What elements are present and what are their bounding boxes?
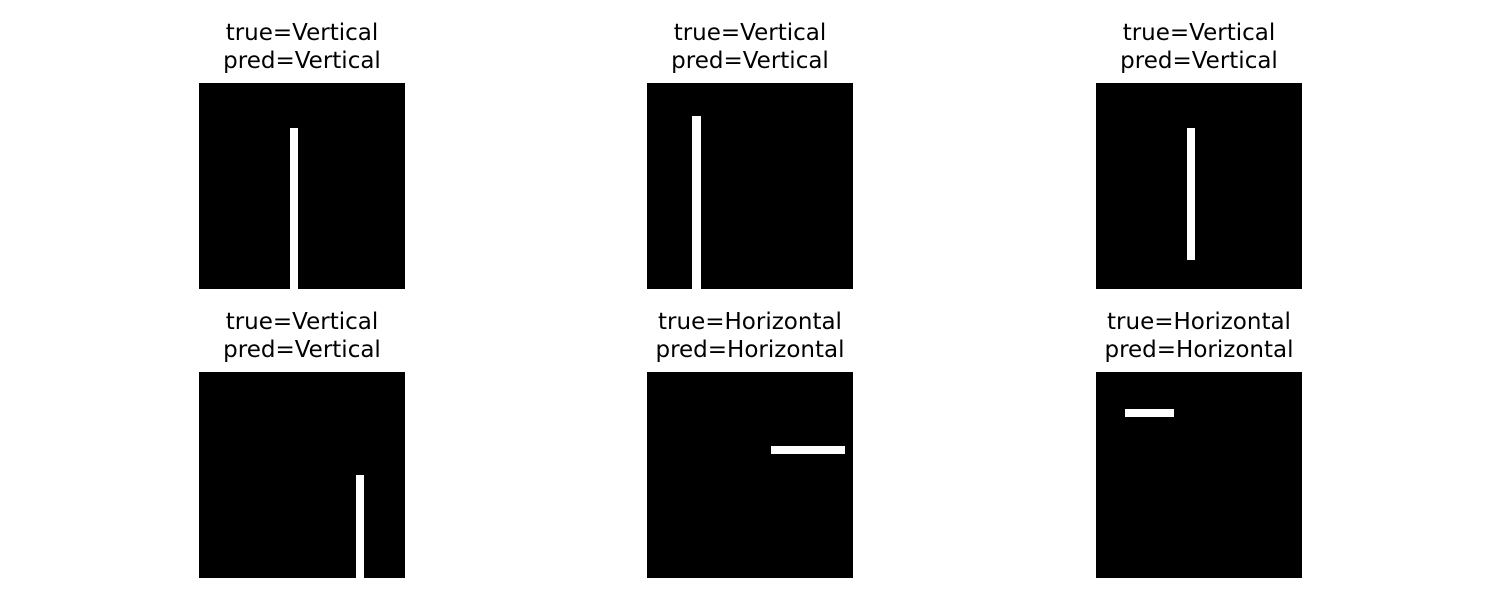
pred-label: pred=Vertical bbox=[223, 48, 381, 74]
sample-image bbox=[1096, 83, 1302, 289]
panel-title: true=Vertical pred=Vertical bbox=[139, 308, 465, 364]
pred-label: pred=Vertical bbox=[671, 48, 829, 74]
true-label: true=Vertical bbox=[673, 20, 827, 46]
pred-label: pred=Vertical bbox=[1120, 48, 1278, 74]
pred-label: pred=Horizontal bbox=[655, 337, 845, 363]
true-label: true=Horizontal bbox=[658, 309, 842, 335]
panel-title: true=Vertical pred=Vertical bbox=[587, 19, 913, 75]
line-segment bbox=[692, 116, 701, 289]
true-label: true=Vertical bbox=[1122, 20, 1276, 46]
true-label: true=Horizontal bbox=[1107, 309, 1291, 335]
line-segment bbox=[290, 128, 298, 289]
panel-title: true=Vertical pred=Vertical bbox=[139, 19, 465, 75]
line-segment bbox=[771, 446, 845, 454]
sample-image bbox=[199, 372, 405, 578]
pred-label: pred=Vertical bbox=[223, 337, 381, 363]
sample-image bbox=[647, 83, 853, 289]
sample-image bbox=[1096, 372, 1302, 578]
line-segment bbox=[1187, 128, 1195, 260]
sample-image bbox=[647, 372, 853, 578]
line-segment bbox=[1125, 409, 1174, 417]
line-segment bbox=[356, 475, 364, 578]
true-label: true=Vertical bbox=[225, 20, 379, 46]
panel-title: true=Horizontal pred=Horizontal bbox=[587, 308, 913, 364]
true-label: true=Vertical bbox=[225, 309, 379, 335]
panel-title: true=Vertical pred=Vertical bbox=[1036, 19, 1362, 75]
pred-label: pred=Horizontal bbox=[1104, 337, 1294, 363]
sample-image bbox=[199, 83, 405, 289]
panel-title: true=Horizontal pred=Horizontal bbox=[1036, 308, 1362, 364]
